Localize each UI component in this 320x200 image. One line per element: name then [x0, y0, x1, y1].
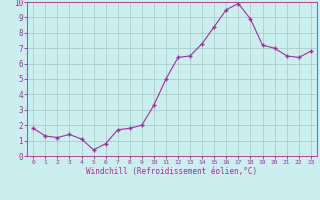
- X-axis label: Windchill (Refroidissement éolien,°C): Windchill (Refroidissement éolien,°C): [86, 167, 258, 176]
